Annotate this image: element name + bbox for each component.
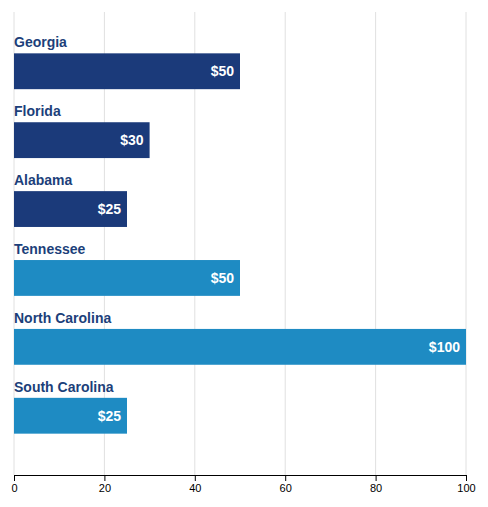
data-label: $50: [211, 270, 235, 286]
tick-label: 0: [11, 482, 17, 494]
data-labels: $50 $30 $25 $50 $100 $25: [98, 63, 461, 423]
tick-mark: [376, 475, 377, 481]
category-label: Georgia: [14, 34, 67, 50]
tick-label: 40: [189, 482, 201, 494]
axis-line: [15, 476, 467, 482]
tick: 80: [370, 475, 382, 494]
bar: [14, 260, 240, 296]
tick-label: 60: [280, 482, 292, 494]
bar: [14, 53, 240, 89]
category-label: South Carolina: [14, 379, 114, 395]
tick-label: 80: [370, 482, 382, 494]
data-label: $25: [98, 201, 122, 217]
tick-mark: [195, 475, 196, 481]
tick-label: 20: [99, 482, 111, 494]
category-label: North Carolina: [14, 310, 111, 326]
tick: 0: [11, 475, 17, 494]
tick-mark: [466, 475, 467, 481]
category-label: Florida: [14, 103, 61, 119]
bars: [14, 53, 466, 433]
tick: 40: [189, 475, 201, 494]
bar: [14, 122, 150, 158]
tick-mark: [104, 475, 105, 481]
plot: 0 20 40 60 80 100 Georgia Florida Alabama Tenness…: [11, 12, 475, 494]
tick-mark: [285, 475, 286, 481]
tick: 20: [99, 475, 111, 494]
bar: [14, 398, 127, 434]
tick-mark: [14, 475, 15, 481]
tick: 100: [457, 475, 475, 494]
tick: 60: [280, 475, 292, 494]
category-label: Alabama: [14, 172, 73, 188]
data-label: $30: [120, 132, 144, 148]
grid-line: [466, 12, 467, 475]
category-label: Tennessee: [14, 241, 86, 257]
grid-line: [285, 12, 286, 475]
tick-label: 100: [457, 482, 475, 494]
data-label: $50: [211, 63, 235, 79]
bar: [14, 329, 466, 365]
x-axis: 0 20 40 60 80 100: [11, 475, 475, 494]
chart: 0 20 40 60 80 100 Georgia Florida Alabama Tenness…: [0, 0, 488, 507]
data-label: $100: [429, 339, 460, 355]
data-label: $25: [98, 408, 122, 424]
grid-line: [375, 12, 376, 475]
bar: [14, 191, 127, 227]
grid: [14, 12, 466, 475]
